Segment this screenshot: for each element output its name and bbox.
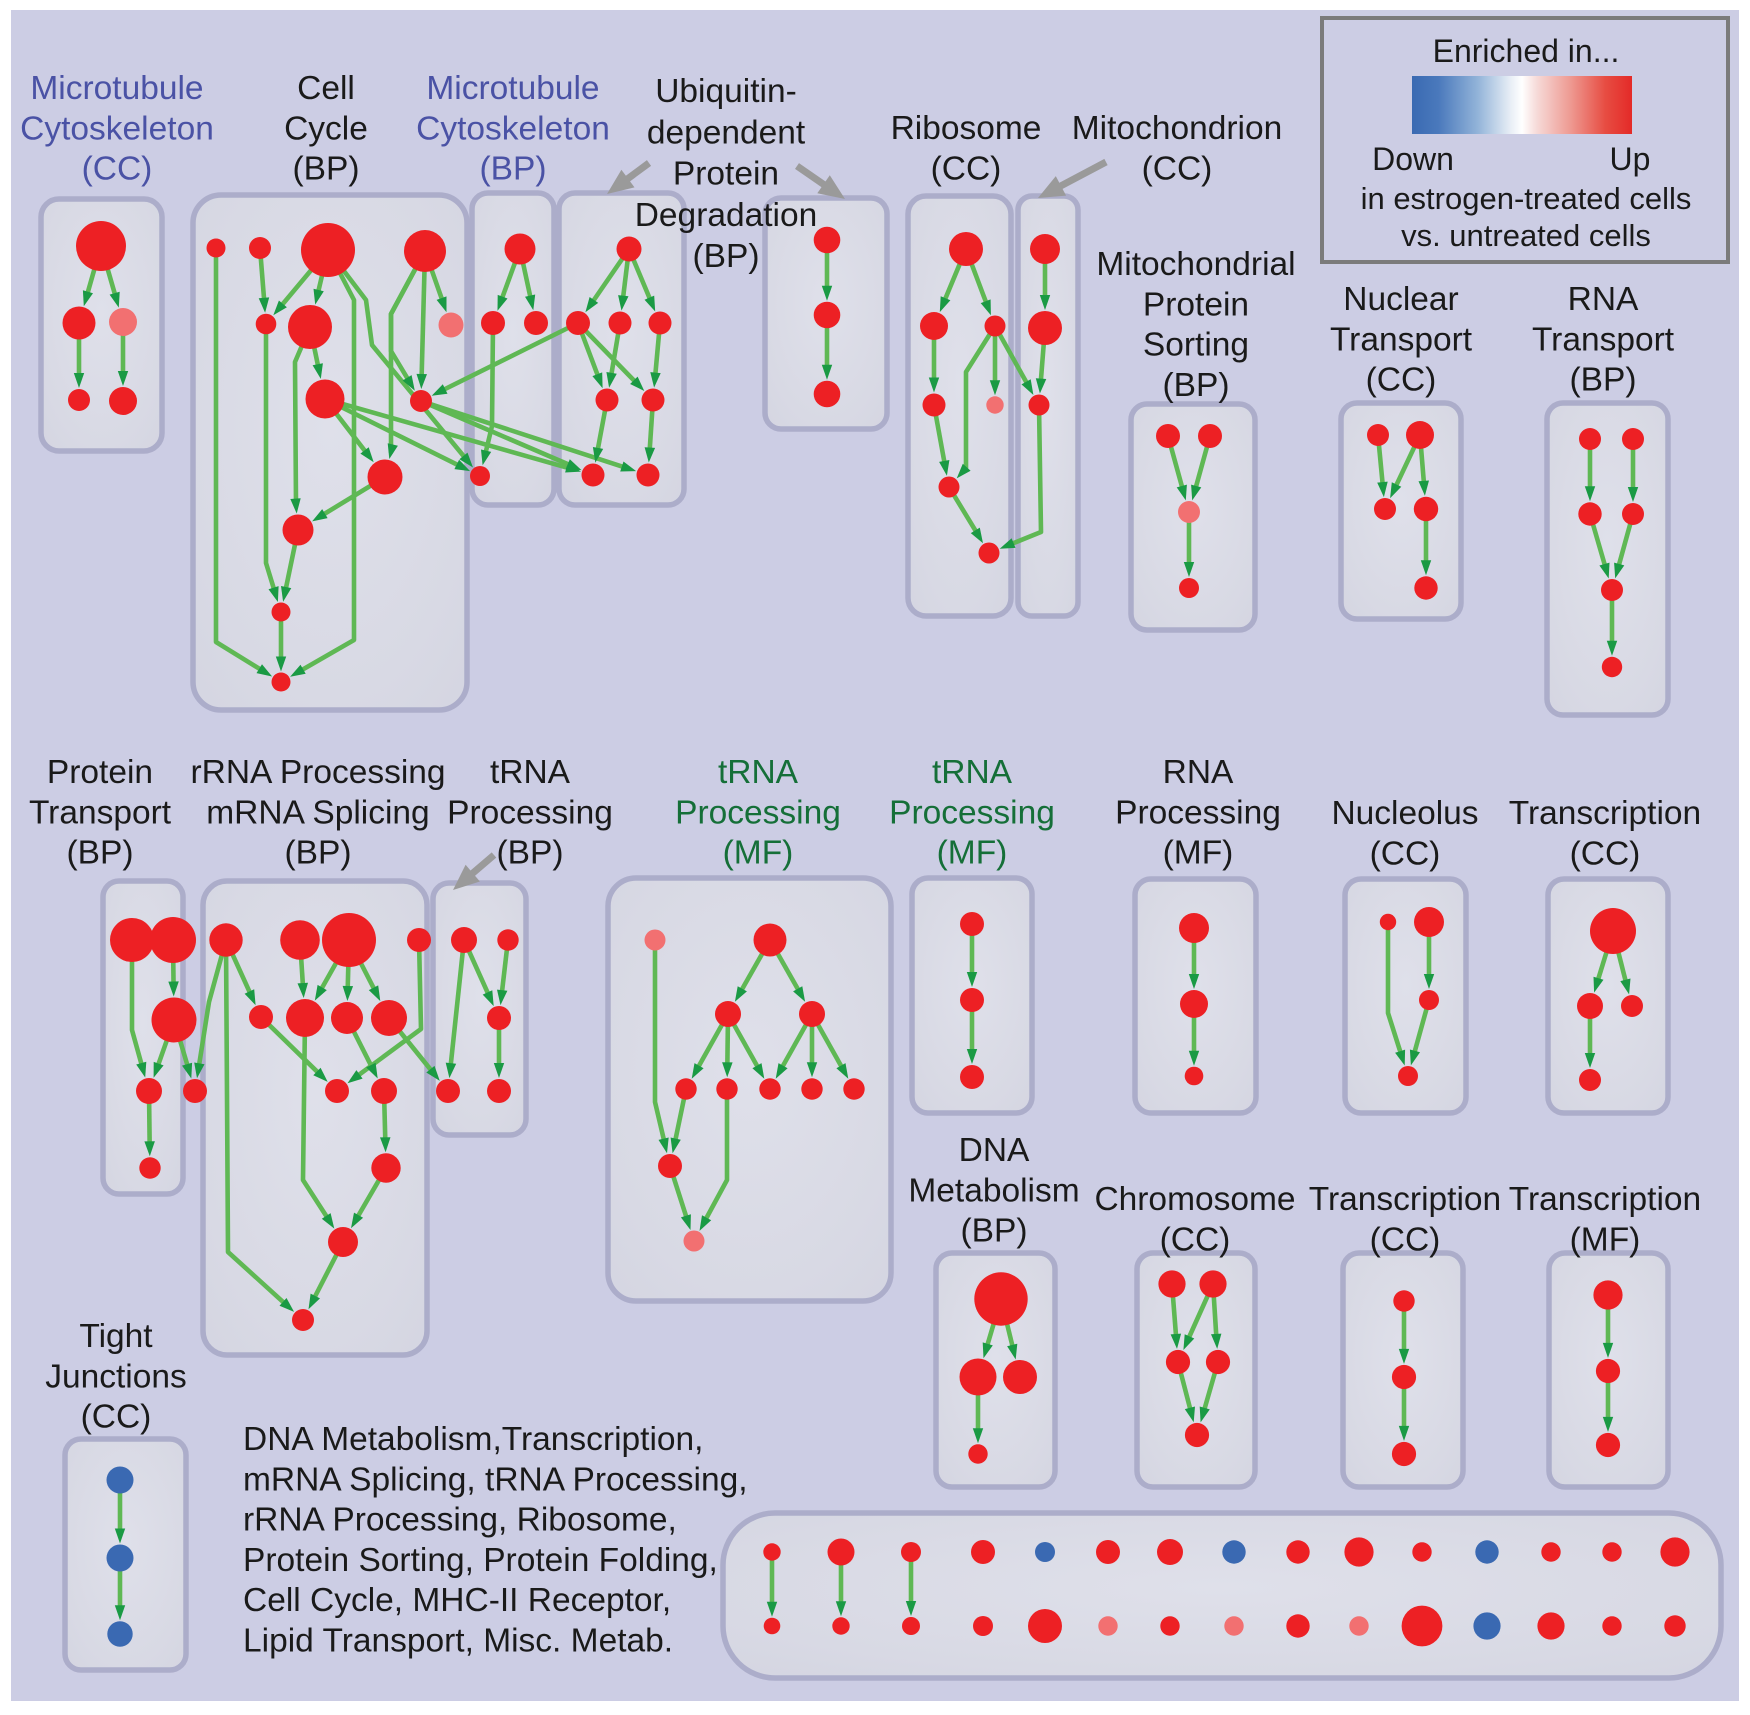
svg-text:(BP): (BP) [285, 835, 352, 872]
svg-text:rRNA Processing: rRNA Processing [190, 754, 445, 791]
svg-text:(CC): (CC) [1142, 150, 1213, 187]
svg-text:Processing: Processing [889, 794, 1055, 831]
svg-text:(BP): (BP) [693, 238, 760, 275]
svg-text:(CC): (CC) [1366, 362, 1437, 399]
svg-text:mRNA Splicing, tRNA Processing: mRNA Splicing, tRNA Processing, [243, 1461, 748, 1498]
svg-text:DNA: DNA [959, 1132, 1030, 1169]
svg-text:Nuclear: Nuclear [1343, 281, 1458, 318]
svg-text:(CC): (CC) [931, 150, 1002, 187]
svg-text:Microtubule: Microtubule [30, 70, 203, 107]
svg-text:Cycle: Cycle [284, 110, 368, 147]
svg-text:mRNA Splicing: mRNA Splicing [206, 794, 429, 831]
svg-text:tRNA: tRNA [932, 754, 1013, 791]
svg-text:Cell Cycle, MHC-II Receptor,: Cell Cycle, MHC-II Receptor, [243, 1582, 671, 1619]
svg-text:Nucleolus: Nucleolus [1331, 795, 1478, 832]
svg-text:(BP): (BP) [480, 151, 547, 188]
svg-text:dependent: dependent [647, 114, 806, 151]
svg-text:Processing: Processing [675, 794, 841, 831]
svg-text:Microtubule: Microtubule [426, 70, 599, 107]
svg-text:(MF): (MF) [1570, 1221, 1641, 1258]
svg-text:Protein: Protein [673, 156, 779, 193]
svg-text:Lipid Transport, Misc. Metab.: Lipid Transport, Misc. Metab. [243, 1623, 673, 1660]
svg-text:tRNA: tRNA [490, 754, 571, 791]
svg-text:rRNA Processing, Ribosome,: rRNA Processing, Ribosome, [243, 1502, 677, 1539]
svg-text:Processing: Processing [447, 794, 613, 831]
svg-text:(CC): (CC) [1570, 835, 1641, 872]
svg-text:Chromosome: Chromosome [1094, 1181, 1295, 1218]
svg-text:Transcription: Transcription [1309, 1181, 1501, 1218]
svg-text:Metabolism: Metabolism [908, 1172, 1079, 1209]
svg-text:Mitochondrion: Mitochondrion [1072, 110, 1282, 147]
svg-text:Transcription: Transcription [1509, 1181, 1701, 1218]
svg-text:Protein Sorting, Protein Foldi: Protein Sorting, Protein Folding, [243, 1542, 718, 1579]
svg-text:RNA: RNA [1163, 754, 1234, 791]
svg-text:(BP): (BP) [1163, 367, 1230, 404]
svg-text:DNA Metabolism,Transcription,: DNA Metabolism,Transcription, [243, 1421, 703, 1458]
svg-text:Up: Up [1610, 141, 1651, 177]
svg-text:Enriched in...: Enriched in... [1433, 33, 1620, 69]
svg-text:RNA: RNA [1568, 281, 1639, 318]
svg-text:(MF): (MF) [1163, 835, 1234, 872]
svg-text:Tight: Tight [79, 1318, 153, 1355]
svg-text:tRNA: tRNA [718, 754, 799, 791]
svg-text:(BP): (BP) [497, 835, 564, 872]
svg-text:in estrogen-treated cells: in estrogen-treated cells [1361, 181, 1692, 216]
svg-text:Sorting: Sorting [1143, 327, 1249, 364]
svg-text:(BP): (BP) [961, 1213, 1028, 1250]
svg-text:Transport: Transport [29, 794, 172, 831]
svg-text:Down: Down [1372, 141, 1454, 177]
svg-text:(CC): (CC) [82, 151, 153, 188]
svg-text:(BP): (BP) [1570, 362, 1637, 399]
svg-text:Cell: Cell [297, 70, 355, 107]
svg-text:Transport: Transport [1330, 321, 1473, 358]
svg-text:Junctions: Junctions [45, 1358, 187, 1395]
svg-text:Cytoskeleton: Cytoskeleton [416, 110, 610, 147]
svg-text:Protein: Protein [47, 754, 153, 791]
svg-text:vs. untreated cells: vs. untreated cells [1401, 218, 1651, 253]
svg-text:Processing: Processing [1115, 794, 1281, 831]
svg-text:(MF): (MF) [937, 835, 1008, 872]
svg-text:Mitochondrial: Mitochondrial [1096, 246, 1295, 283]
svg-text:(BP): (BP) [67, 835, 134, 872]
svg-text:(BP): (BP) [293, 151, 360, 188]
svg-text:Protein: Protein [1143, 286, 1249, 323]
svg-text:Ubiquitin-: Ubiquitin- [655, 73, 797, 110]
svg-text:(MF): (MF) [723, 835, 794, 872]
svg-text:Transport: Transport [1532, 321, 1675, 358]
svg-text:(CC): (CC) [81, 1399, 152, 1436]
svg-text:(CC): (CC) [1370, 835, 1441, 872]
svg-text:(CC): (CC) [1370, 1221, 1441, 1258]
svg-text:(CC): (CC) [1160, 1221, 1231, 1258]
svg-text:Ribosome: Ribosome [891, 110, 1042, 147]
svg-text:Degradation: Degradation [635, 197, 818, 234]
svg-text:Cytoskeleton: Cytoskeleton [20, 110, 214, 147]
svg-text:Transcription: Transcription [1509, 795, 1701, 832]
